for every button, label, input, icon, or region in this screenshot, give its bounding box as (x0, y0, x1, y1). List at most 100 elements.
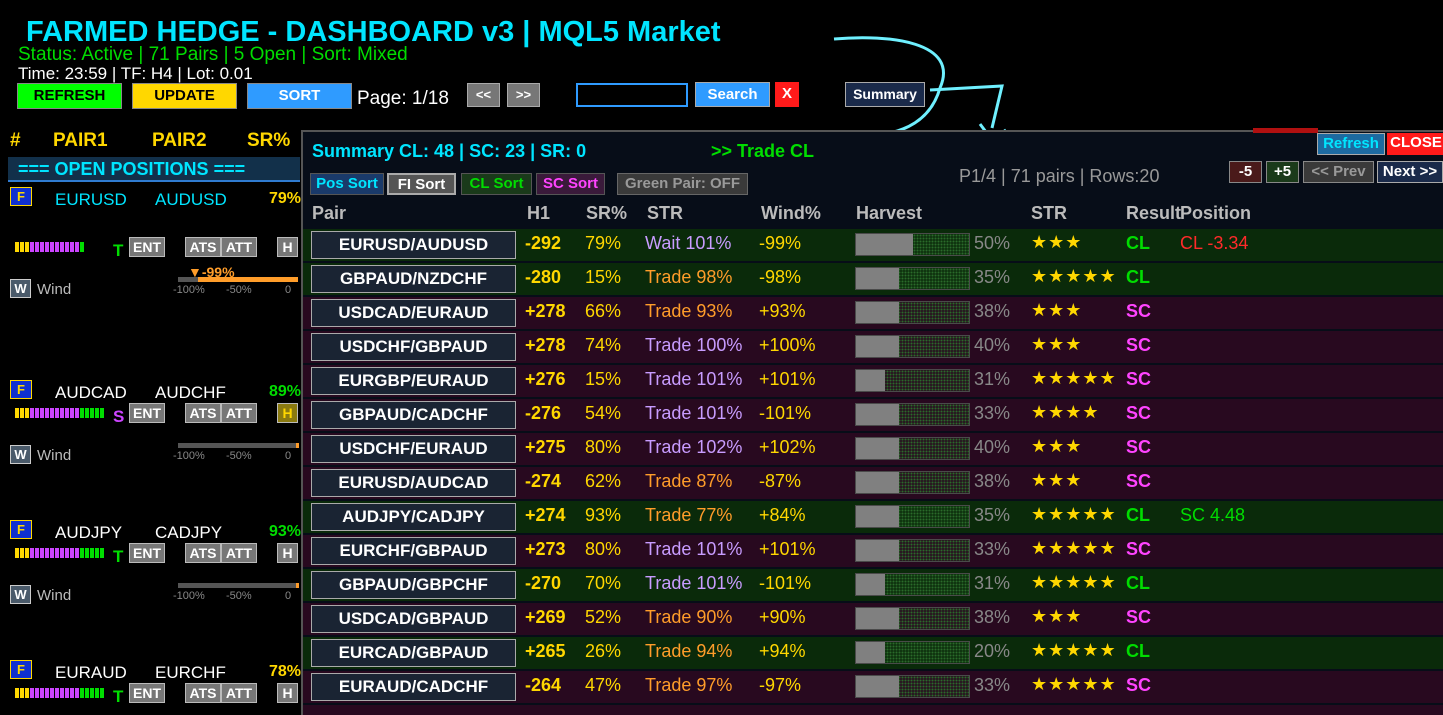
pair-button[interactable]: GBPAUD/NZDCHF (311, 265, 516, 293)
flag-button[interactable]: F (10, 520, 32, 539)
result-value: CL (1126, 505, 1150, 525)
th-result: Result (1126, 203, 1182, 223)
pair-button[interactable]: USDCHF/GBPAUD (311, 333, 516, 361)
pair-button[interactable]: GBPAUD/GBPCHF (311, 571, 516, 599)
summary-row[interactable]: GBPAUD/CADCHF -276 54% Trade 101% -101% 33% ★★… (303, 399, 1443, 431)
ent-button[interactable]: ENT (129, 683, 165, 703)
att-button[interactable]: ATT (221, 683, 257, 703)
next-page-button[interactable]: >> (507, 83, 540, 107)
h1-value: -264 (525, 675, 562, 695)
att-button[interactable]: ATT (221, 403, 257, 423)
sc-sort-button[interactable]: SC Sort (536, 173, 605, 195)
pair-button[interactable]: GBPAUD/CADCHF (311, 401, 516, 429)
clear-search-button[interactable]: X (775, 82, 799, 107)
rating-stars: ★★★★★ (1031, 674, 1117, 694)
cl-sort-button[interactable]: CL Sort (461, 173, 532, 195)
col-header-pair2: PAIR2 (152, 130, 207, 151)
summary-row[interactable]: GBPAUD/GBPCHF -270 70% Trade 101% -101% 31% ★★… (303, 569, 1443, 601)
ent-button[interactable]: ENT (129, 237, 165, 257)
hedge-button[interactable]: H (277, 403, 298, 423)
summary-row[interactable]: EURAUD/CADCHF -264 47% Trade 97% -97% 33% ★★★★… (303, 671, 1443, 703)
str-value: Trade 101% (645, 539, 743, 559)
summary-row[interactable]: GBPAUD/NZDCHF -280 15% Trade 98% -98% 35% ★★★★… (303, 263, 1443, 295)
summary-button[interactable]: Summary (845, 82, 925, 107)
ats-button[interactable]: ATS (185, 403, 221, 423)
rating-stars: ★★★★★ (1031, 504, 1117, 524)
result-value: SC (1126, 437, 1152, 457)
summary-row[interactable]: EURCHF/GBPAUD +273 80% Trade 101% +101% 33% ★★… (303, 535, 1443, 567)
att-button[interactable]: ATT (221, 543, 257, 563)
sort-button[interactable]: SORT (247, 83, 352, 109)
plus5-button[interactable]: +5 (1266, 161, 1299, 183)
pair-button[interactable]: EURCAD/GBPAUD (311, 639, 516, 667)
wind-toggle[interactable]: W (10, 279, 31, 298)
strength-bar (15, 548, 104, 558)
summary-row[interactable]: USDCHF/EURAUD +275 80% Trade 102% +102% 40% ★★… (303, 433, 1443, 465)
summary-row[interactable]: USDCHF/GBPAUD +278 74% Trade 100% +100% 40% ★★… (303, 331, 1443, 363)
scale-label: -50% (226, 284, 252, 296)
pair-button[interactable]: USDCAD/EURAUD (311, 299, 516, 327)
hedge-button[interactable]: H (277, 683, 298, 703)
sr-value: 15% (585, 267, 622, 287)
sr-percent: 89% (269, 383, 302, 400)
pair-button[interactable]: USDCAD/GBPAUD (311, 605, 516, 633)
h1-value: +273 (525, 539, 566, 559)
summary-row[interactable]: EURCAD/GBPAUD +265 26% Trade 94% +94% 20% ★★★★… (303, 637, 1443, 669)
str-value: Trade 98% (645, 267, 733, 287)
pair-button[interactable]: USDCHF/EURAUD (311, 435, 516, 463)
col-header-pair1: PAIR1 (53, 130, 108, 151)
sr-percent: 78% (269, 663, 302, 680)
flag-button[interactable]: F (10, 660, 32, 679)
summary-row[interactable]: EURUSD/AUDUSD -292 79% Wait 101% -99% 50% ★★★ C… (303, 229, 1443, 261)
refresh-button[interactable]: REFRESH (17, 83, 122, 109)
wind-value: +100% (759, 335, 816, 355)
str-value: Trade 100% (645, 335, 743, 355)
ent-button[interactable]: ENT (129, 403, 165, 423)
summary-row[interactable]: USDCAD/EURAUD +278 66% Trade 93% +93% 38% ★★★ S… (303, 297, 1443, 329)
search-button[interactable]: Search (695, 82, 770, 107)
green-pair-toggle[interactable]: Green Pair: OFF (617, 173, 748, 195)
ats-button[interactable]: ATS (185, 683, 221, 703)
summary-close-button[interactable]: CLOSE (1387, 133, 1443, 155)
col-header-num: # (10, 130, 21, 151)
harvest-bar (855, 437, 970, 460)
summary-refresh-button[interactable]: Refresh (1317, 133, 1385, 155)
flag-button[interactable]: F (10, 187, 32, 206)
pos-sort-button[interactable]: Pos Sort (310, 173, 384, 195)
summary-row[interactable]: EURGBP/EURAUD +276 15% Trade 101% +101% 31% ★★… (303, 365, 1443, 397)
search-input[interactable] (576, 83, 688, 107)
rating-stars: ★★★ (1031, 606, 1083, 626)
pair-button[interactable]: EURUSD/AUDUSD (311, 231, 516, 259)
harvest-bar (855, 471, 970, 494)
summary-row[interactable]: USDCAD/GBPAUD +269 52% Trade 90% +90% 38% ★★★ S… (303, 603, 1443, 635)
pair-button[interactable]: EURAUD/CADCHF (311, 673, 516, 701)
summary-row[interactable]: EURUSD/AUDCAD -274 62% Trade 87% -87% 38% ★★★ S… (303, 467, 1443, 499)
harvest-bar (855, 573, 970, 596)
summary-next-button[interactable]: Next >> (1377, 161, 1443, 183)
summary-prev-button[interactable]: << Prev (1303, 161, 1374, 183)
prev-page-button[interactable]: << (467, 83, 500, 107)
wind-toggle[interactable]: W (10, 585, 31, 604)
summary-row[interactable]: AUDJPY/CADJPY +274 93% Trade 77% +84% 35% ★★★★… (303, 501, 1443, 533)
flag-button[interactable]: F (10, 380, 32, 399)
minus5-button[interactable]: -5 (1229, 161, 1262, 183)
att-button[interactable]: ATT (221, 237, 257, 257)
pair-button[interactable]: EURCHF/GBPAUD (311, 537, 516, 565)
h1-value: +269 (525, 607, 566, 627)
ats-button[interactable]: ATS (185, 543, 221, 563)
str-value: Trade 101% (645, 573, 743, 593)
pair-button[interactable]: EURGBP/EURAUD (311, 367, 516, 395)
wind-toggle[interactable]: W (10, 445, 31, 464)
ent-button[interactable]: ENT (129, 543, 165, 563)
pair-button[interactable]: EURUSD/AUDCAD (311, 469, 516, 497)
hedge-button[interactable]: H (277, 237, 298, 257)
scale-label: 0 (285, 450, 292, 462)
h1-value: +275 (525, 437, 566, 457)
hedge-button[interactable]: H (277, 543, 298, 563)
fi-sort-button[interactable]: FI Sort (387, 173, 456, 195)
update-button[interactable]: UPDATE (132, 83, 237, 109)
wind-fill (296, 583, 299, 588)
pair2-label: AUDUSD (155, 190, 227, 209)
ats-button[interactable]: ATS (185, 237, 221, 257)
pair-button[interactable]: AUDJPY/CADJPY (311, 503, 516, 531)
